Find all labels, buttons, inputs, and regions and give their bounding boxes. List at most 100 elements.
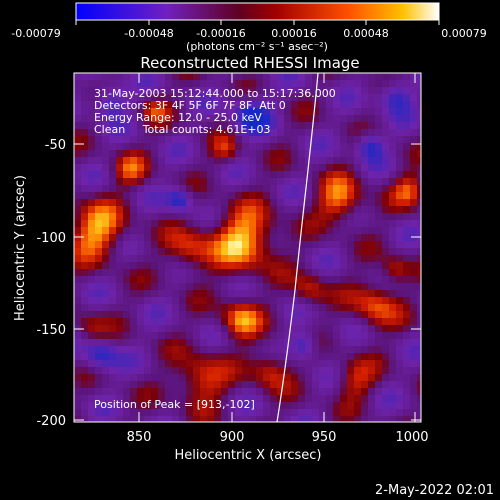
- heatmap-cell: [81, 122, 89, 130]
- heatmap-cell: [298, 80, 306, 88]
- heatmap-cell: [221, 325, 229, 333]
- heatmap-cell: [375, 101, 383, 109]
- heatmap-cell: [200, 101, 208, 109]
- heatmap-cell: [74, 360, 82, 368]
- heatmap-cell: [242, 171, 250, 179]
- heatmap-cell: [277, 115, 285, 123]
- heatmap-cell: [165, 122, 173, 130]
- y-axis-label: Heliocentric Y (arcsec): [13, 175, 28, 321]
- heatmap-cell: [368, 262, 376, 270]
- heatmap-cell: [144, 220, 152, 228]
- heatmap-cell: [95, 325, 103, 333]
- heatmap-cell: [396, 374, 404, 382]
- heatmap-cell: [263, 248, 271, 256]
- heatmap-cell: [74, 199, 82, 207]
- heatmap-cell: [340, 395, 348, 403]
- heatmap-cell: [193, 311, 201, 319]
- heatmap-cell: [137, 136, 145, 144]
- heatmap-cell: [81, 94, 89, 102]
- heatmap-cell: [298, 283, 306, 291]
- heatmap-cell: [172, 73, 180, 81]
- heatmap-cell: [403, 409, 411, 417]
- x-tick-label: 900: [220, 430, 245, 445]
- heatmap-cell: [375, 332, 383, 340]
- heatmap-cell: [165, 332, 173, 340]
- heatmap-cell: [249, 346, 257, 354]
- heatmap-cell: [81, 227, 89, 235]
- heatmap-cell: [95, 171, 103, 179]
- heatmap-cell: [368, 192, 376, 200]
- heatmap-cell: [116, 409, 124, 417]
- heatmap-cell: [319, 94, 327, 102]
- heatmap-cell: [179, 325, 187, 333]
- heatmap-cell: [179, 164, 187, 172]
- heatmap-cell: [116, 283, 124, 291]
- heatmap-cell: [284, 115, 292, 123]
- heatmap-cell: [207, 143, 215, 151]
- heatmap-cell: [207, 283, 215, 291]
- heatmap-cell: [368, 73, 376, 81]
- heatmap-cell: [130, 304, 138, 312]
- heatmap-cell: [347, 297, 355, 305]
- heatmap-cell: [305, 241, 313, 249]
- heatmap-cell: [333, 297, 341, 305]
- heatmap-cell: [277, 143, 285, 151]
- heatmap-cell: [193, 283, 201, 291]
- heatmap-cell: [200, 199, 208, 207]
- heatmap-cell: [389, 360, 397, 368]
- heatmap-cell: [200, 276, 208, 284]
- heatmap-cell: [242, 367, 250, 375]
- heatmap-cell: [130, 325, 138, 333]
- heatmap-cell: [277, 87, 285, 95]
- heatmap-cell: [81, 276, 89, 284]
- heatmap-cell: [193, 234, 201, 242]
- heatmap-cell: [102, 150, 110, 158]
- heatmap-cell: [312, 269, 320, 277]
- heatmap-cell: [298, 269, 306, 277]
- heatmap-cell: [382, 388, 390, 396]
- heatmap-cell: [375, 157, 383, 165]
- heatmap-cell: [333, 318, 341, 326]
- heatmap-cell: [361, 283, 369, 291]
- heatmap-cell: [347, 220, 355, 228]
- heatmap-cell: [200, 108, 208, 116]
- heatmap-cell: [263, 178, 271, 186]
- heatmap-cell: [158, 311, 166, 319]
- heatmap-cell: [242, 262, 250, 270]
- heatmap-cell: [95, 255, 103, 263]
- heatmap-cell: [312, 402, 320, 410]
- heatmap-cell: [158, 143, 166, 151]
- heatmap-cell: [277, 290, 285, 298]
- heatmap-cell: [109, 185, 117, 193]
- heatmap-cell: [333, 374, 341, 382]
- heatmap-cell: [354, 241, 362, 249]
- heatmap-cell: [291, 136, 299, 144]
- heatmap-image: [74, 73, 421, 422]
- heatmap-cell: [368, 255, 376, 263]
- heatmap-cell: [305, 192, 313, 200]
- heatmap-cell: [207, 122, 215, 130]
- heatmap-cell: [172, 164, 180, 172]
- heatmap-cell: [375, 87, 383, 95]
- heatmap-cell: [396, 409, 404, 417]
- heatmap-cell: [130, 367, 138, 375]
- heatmap-cell: [102, 115, 110, 123]
- colorbar: -0.00079 -0.00048 -0.00016 0.00016 0.000…: [11, 2, 487, 53]
- heatmap-cell: [186, 157, 194, 165]
- heatmap-cell: [396, 241, 404, 249]
- heatmap-cell: [144, 395, 152, 403]
- heatmap-cell: [88, 409, 96, 417]
- heatmap-cell: [347, 255, 355, 263]
- heatmap-cell: [221, 136, 229, 144]
- heatmap-cell: [333, 304, 341, 312]
- heatmap-cell: [263, 171, 271, 179]
- heatmap-cell: [242, 402, 250, 410]
- heatmap-cell: [130, 269, 138, 277]
- heatmap-cell: [347, 395, 355, 403]
- heatmap-cell: [228, 374, 236, 382]
- heatmap-cell: [389, 185, 397, 193]
- heatmap-cell: [340, 87, 348, 95]
- heatmap-cell: [305, 73, 313, 81]
- heatmap-cell: [375, 171, 383, 179]
- heatmap-cell: [235, 192, 243, 200]
